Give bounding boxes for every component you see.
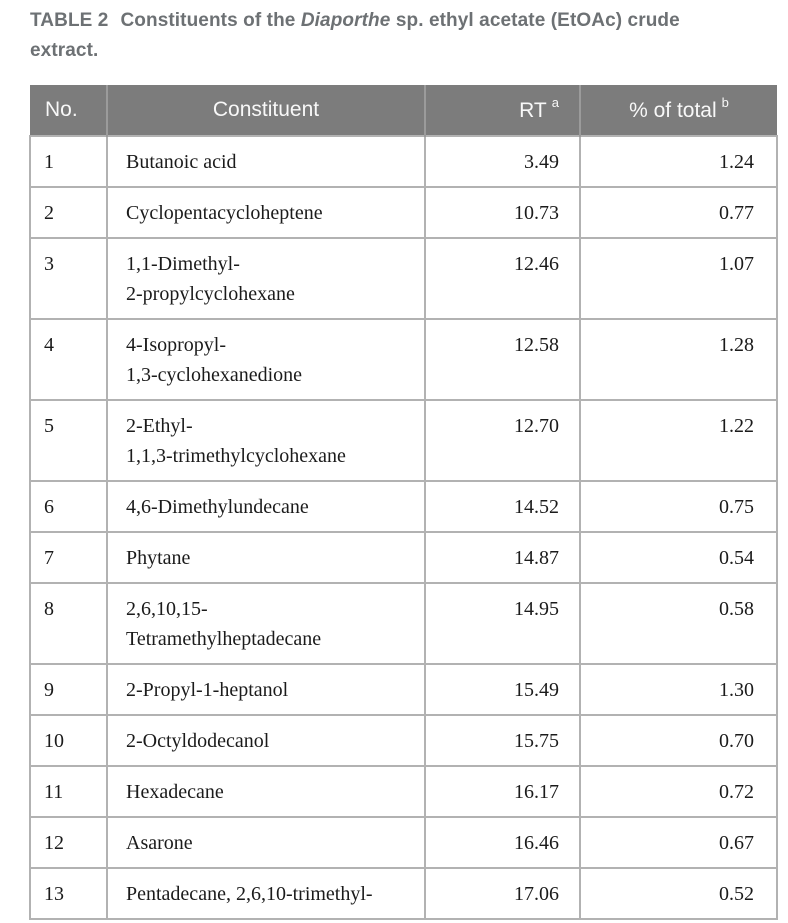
column-header-constituent: Constituent xyxy=(106,85,425,136)
pct-of-total-cell: 1.07 xyxy=(579,237,778,320)
constituent-cell: Phytane xyxy=(106,531,426,584)
table-row: 11 Hexadecane 16.17 0.72 xyxy=(29,765,778,818)
rt-cell: 12.58 xyxy=(424,318,581,401)
table-row: 12 Asarone 16.46 0.67 xyxy=(29,816,778,869)
constituent-cell: 2,6,10,15- Tetramethylheptadecane xyxy=(106,582,426,665)
constituent-cell: 1,1-Dimethyl- 2-propylcyclohexane xyxy=(106,237,426,320)
pct-of-total-cell: 0.54 xyxy=(579,531,778,584)
row-number-cell: 12 xyxy=(29,816,108,869)
table-row: 3 1,1-Dimethyl- 2-propylcyclohexane 12.46 1… xyxy=(29,237,778,320)
column-header-rt-label: RT xyxy=(519,99,547,122)
column-header-pct-of-total: % of total b xyxy=(579,85,777,136)
table-body: 1 Butanoic acid 3.49 1.24 2 Cyclopentacyclohe… xyxy=(29,135,778,920)
rt-cell: 16.46 xyxy=(424,816,581,869)
constituent-cell: 2-Propyl-1-heptanol xyxy=(106,663,426,716)
row-number-cell: 5 xyxy=(29,399,108,482)
rt-cell: 14.95 xyxy=(424,582,581,665)
pct-of-total-cell: 1.30 xyxy=(579,663,778,716)
rt-cell: 17.06 xyxy=(424,867,581,920)
pct-of-total-cell: 1.28 xyxy=(579,318,778,401)
pct-of-total-cell: 0.70 xyxy=(579,714,778,767)
row-number-cell: 1 xyxy=(29,135,108,188)
column-header-no-label: No. xyxy=(45,98,78,121)
constituent-cell: 4,6-Dimethylundecane xyxy=(106,480,426,533)
table-row: 5 2-Ethyl- 1,1,3-trimethylcyclohexane 12.7… xyxy=(29,399,778,482)
constituent-cell: Butanoic acid xyxy=(106,135,426,188)
table-row: 10 2-Octyldodecanol 15.75 0.70 xyxy=(29,714,778,767)
table-header-row: No. Constituent RT a % of total b xyxy=(30,85,777,136)
row-number-cell: 11 xyxy=(29,765,108,818)
pct-of-total-cell: 0.77 xyxy=(579,186,778,239)
footnote-marker-b: b xyxy=(721,95,729,110)
rt-cell: 3.49 xyxy=(424,135,581,188)
table-row: 1 Butanoic acid 3.49 1.24 xyxy=(29,135,778,188)
row-number-cell: 2 xyxy=(29,186,108,239)
rt-cell: 15.49 xyxy=(424,663,581,716)
table-header: No. Constituent RT a % of total b xyxy=(30,85,777,136)
pct-of-total-cell: 1.22 xyxy=(579,399,778,482)
column-header-rt: RT a xyxy=(424,85,580,136)
table-caption-text-before: Constituents of the xyxy=(120,10,301,31)
table-caption-species-italic: Diaporthe xyxy=(300,10,391,31)
table-row: 7 Phytane 14.87 0.54 xyxy=(29,531,778,584)
rt-cell: 15.75 xyxy=(424,714,581,767)
constituent-cell: 2-Octyldodecanol xyxy=(106,714,426,767)
row-number-cell: 3 xyxy=(29,237,108,320)
rt-cell: 12.70 xyxy=(424,399,581,482)
row-number-cell: 6 xyxy=(29,480,108,533)
row-number-cell: 4 xyxy=(29,318,108,401)
rt-cell: 14.87 xyxy=(424,531,581,584)
table-caption: TABLE 2 Constituents of the Diaporthe sp.… xyxy=(30,6,730,66)
pct-of-total-cell: 0.58 xyxy=(579,582,778,665)
column-header-no: No. xyxy=(30,85,107,136)
constituent-cell: Pentadecane, 2,6,10-trimethyl- xyxy=(106,867,426,920)
pct-of-total-cell: 1.24 xyxy=(579,135,778,188)
column-header-pct-of-total-label: % of total xyxy=(629,99,717,122)
row-number-cell: 13 xyxy=(29,867,108,920)
table-caption-label: TABLE 2 xyxy=(30,10,109,31)
table-caption-text-after: sp. ethyl acetate (EtOAc) crude extract. xyxy=(30,10,680,61)
footnote-marker-a: a xyxy=(551,95,559,110)
constituent-cell: 4-Isopropyl- 1,3-cyclohexanedione xyxy=(106,318,426,401)
pct-of-total-cell: 0.75 xyxy=(579,480,778,533)
rt-cell: 14.52 xyxy=(424,480,581,533)
constituent-cell: Hexadecane xyxy=(106,765,426,818)
constituent-cell: 2-Ethyl- 1,1,3-trimethylcyclohexane xyxy=(106,399,426,482)
constituent-cell: Cyclopentacycloheptene xyxy=(106,186,426,239)
table-row: 6 4,6-Dimethylundecane 14.52 0.75 xyxy=(29,480,778,533)
constituent-cell: Asarone xyxy=(106,816,426,869)
rt-cell: 10.73 xyxy=(424,186,581,239)
rt-cell: 16.17 xyxy=(424,765,581,818)
constituents-table: No. Constituent RT a % of total b 1 Butanoi… xyxy=(29,85,778,920)
row-number-cell: 9 xyxy=(29,663,108,716)
table-row: 13 Pentadecane, 2,6,10-trimethyl- 17.06 0.5… xyxy=(29,867,778,920)
row-number-cell: 8 xyxy=(29,582,108,665)
pct-of-total-cell: 0.72 xyxy=(579,765,778,818)
table-row: 4 4-Isopropyl- 1,3-cyclohexanedione 12.58 1… xyxy=(29,318,778,401)
table-row: 2 Cyclopentacycloheptene 10.73 0.77 xyxy=(29,186,778,239)
pct-of-total-cell: 0.52 xyxy=(579,867,778,920)
table-row: 9 2-Propyl-1-heptanol 15.49 1.30 xyxy=(29,663,778,716)
column-header-constituent-label: Constituent xyxy=(212,98,320,121)
table-row: 8 2,6,10,15- Tetramethylheptadecane 14.95 0… xyxy=(29,582,778,665)
row-number-cell: 10 xyxy=(29,714,108,767)
pct-of-total-cell: 0.67 xyxy=(579,816,778,869)
row-number-cell: 7 xyxy=(29,531,108,584)
rt-cell: 12.46 xyxy=(424,237,581,320)
